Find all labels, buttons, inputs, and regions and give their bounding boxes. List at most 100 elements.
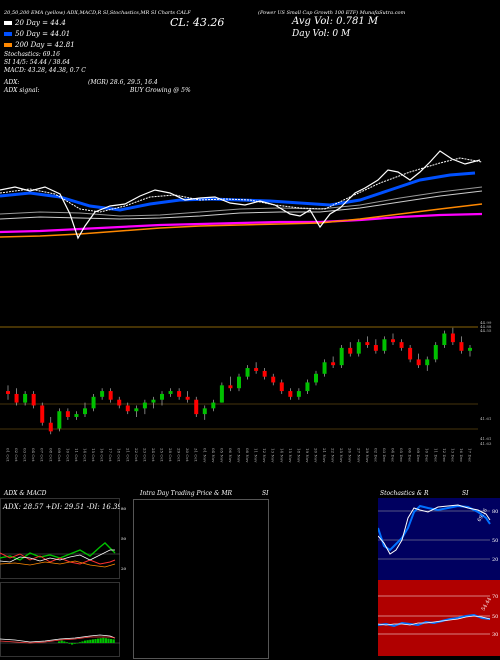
date-label: 19 Nov [305,448,310,463]
candle-body [74,414,79,417]
candle-body [100,391,105,397]
date-label: 06 Nov [228,448,233,463]
adx-signal: BUY Growing @ 5% [130,87,191,94]
date-label: 21 Nov [322,448,327,463]
candle-body [117,399,122,406]
date-label: 12 Nov [262,448,267,463]
candle-body [348,347,353,354]
date-label: 01 Nov [202,448,207,463]
date-label: 16 Dec [459,448,464,463]
price-axis: 44.99 44.88 44.55 41.61 41.61 41.63 [480,320,492,446]
candle-body [23,393,28,403]
macd-hist-bar [102,637,105,643]
macd-hist-bar [86,640,89,643]
rsi-signal-line [378,615,491,626]
date-label: 15 Nov [288,448,293,463]
macd-hist-bar [68,643,71,644]
macd-hist-bar [63,641,66,643]
macd-histogram [58,637,115,645]
price-label-lower-2: 41.61 [480,436,491,441]
candle-body [108,391,113,400]
rsi-label-70: 70 [492,594,498,600]
candle-body [391,339,395,343]
adx-values-text: ADX: 28.57 +DI: 29.51 -DI: 16.39 [2,503,120,511]
candle-body [57,411,62,429]
adx-panel-frame [0,498,120,579]
macd-hist-bar [84,640,87,643]
ema20-dotted-line [0,157,483,213]
date-label: 04 Oct [31,448,36,462]
candle-body [254,368,259,371]
candle-body [296,391,301,397]
candle-body [425,359,430,366]
date-label: 03 Dec [382,448,387,463]
intraday-si-label: SI [262,490,269,497]
intraday-panel [133,499,269,659]
candle-body [356,342,361,354]
legend-ema20: 20 Day = 44.4 [4,19,66,27]
candle-body [6,391,10,394]
macd-hist-bar [104,638,107,643]
date-label: 24 Oct [151,448,156,462]
adx-panel-title: ADX & MACD [4,490,47,497]
macd-hist-bar [91,639,94,643]
legend-ema50: 50 Day = 44.01 [4,30,70,38]
date-label: 20 Nov [314,448,319,463]
stochastics-text: Stochastics: 69.16 [4,51,60,58]
date-label: 27 Nov [356,448,361,463]
date-label: 28 Oct [168,448,173,462]
price-close-line [0,150,481,240]
date-label: 17 Dec [468,448,473,463]
candle-body [194,399,199,415]
adx-values: (MGR) 28.6, 29.5, 16.4 [88,79,158,86]
candle-body [237,376,241,389]
date-label: 22 Oct [134,448,139,462]
adx-label-50: 50 [121,536,127,541]
day-vol: Day Vol: 0 M [292,29,351,39]
candle-body [134,408,139,412]
date-label: 25 Oct [160,448,165,462]
candle-body [125,405,130,412]
adx-macd-panel: ADX: 28.57 +DI: 29.51 -DI: 16.39 [0,498,120,657]
ema50-label: 50 Day = 44.01 [15,30,71,38]
date-label: 31 Oct [194,448,199,462]
candle-body [433,345,438,360]
candle-body [91,396,96,409]
date-label: 08 Oct [48,448,53,462]
macd-hist-bar [97,638,100,643]
date-label: 13 Nov [271,448,276,463]
candle-body [142,402,147,409]
adx-orange-line [0,560,116,568]
date-label: 09 Dec [416,448,421,463]
date-label: 06 Dec [408,448,413,463]
candle-body [83,408,87,415]
macd-text: MACD: 43.28, 44.38, 0.7 C [4,67,86,74]
ema50-line [0,171,476,212]
candle-body [65,411,70,417]
candle-body [168,391,173,394]
candle-body [450,333,455,343]
macd-hist-bar [71,643,74,645]
candle-body [279,382,284,392]
date-label: 14 Nov [279,448,284,463]
date-label: 10 Dec [425,448,430,463]
candle-body [177,391,182,397]
stoch-label-50: 50 [492,538,498,544]
candles [6,327,472,435]
minus-di-line [0,552,116,565]
macd-line [0,634,116,643]
macd-hist-bar [112,639,115,643]
date-label: 02 Dec [373,448,378,463]
candle-body [14,393,19,403]
date-label: 05 Nov [219,448,224,463]
stochastics-rsi-panel: 80 50 20 69.16 70 50 30 54.44 [378,498,500,656]
candle-body [408,347,413,360]
ema200-swatch [4,43,12,47]
candle-body [373,345,378,351]
stoch-panel-bg [378,498,500,580]
price-label-lower-3: 41.63 [480,441,492,446]
date-axis: 01 Oct 02 Oct 03 Oct 04 Oct 07 Oct 08 Oct 09 O… [6,448,473,463]
ema-lines [0,150,483,240]
date-label: 21 Oct [125,448,130,462]
macd-hist-bar [110,639,113,643]
